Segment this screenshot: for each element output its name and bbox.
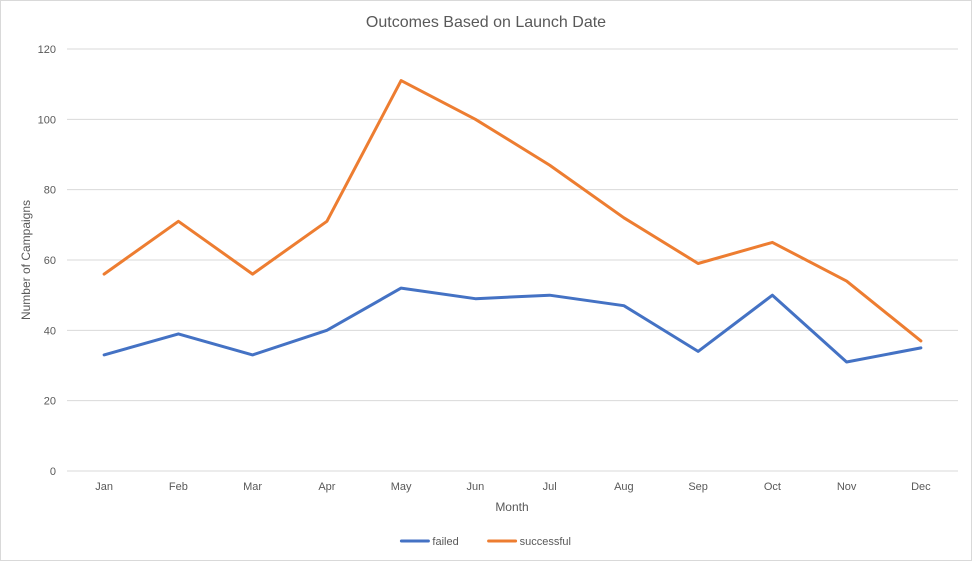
chart-title: Outcomes Based on Launch Date — [366, 14, 606, 31]
legend: failed successful — [399, 536, 571, 548]
x-tick-label: Mar — [243, 481, 262, 493]
x-tick-label: Dec — [911, 481, 931, 493]
series-line-successful — [102, 79, 923, 343]
x-tick-label: Feb — [169, 481, 188, 493]
x-tick-label: Oct — [764, 481, 781, 493]
y-axis-ticks: 0 20 40 60 80 100 120 — [38, 44, 56, 478]
x-axis-ticks: Jan Feb Mar Apr May Jun Jul Aug Sep Oct Nov Dec — [95, 481, 931, 493]
series-line-failed — [102, 286, 923, 364]
x-tick-label: Jun — [467, 481, 485, 493]
gridlines — [67, 48, 958, 472]
y-axis-title: Number of Campaigns — [19, 200, 33, 320]
y-tick-label: 120 — [38, 44, 56, 56]
x-tick-label: Nov — [837, 481, 857, 493]
legend-label-failed: failed — [432, 536, 458, 548]
x-axis-title: Month — [495, 500, 528, 514]
x-tick-label: Apr — [318, 481, 335, 493]
x-tick-label: May — [391, 481, 412, 493]
y-tick-label: 20 — [44, 396, 56, 408]
x-tick-label: Sep — [688, 481, 708, 493]
x-tick-label: Jul — [543, 481, 557, 493]
y-tick-label: 60 — [44, 255, 56, 267]
y-tick-label: 100 — [38, 114, 56, 126]
legend-label-successful: successful — [520, 536, 571, 548]
y-tick-label: 0 — [50, 466, 56, 478]
x-tick-label: Aug — [614, 481, 634, 493]
plot-series — [102, 79, 923, 364]
y-tick-label: 40 — [44, 325, 56, 337]
y-tick-label: 80 — [44, 185, 56, 197]
x-tick-label: Jan — [95, 481, 113, 493]
